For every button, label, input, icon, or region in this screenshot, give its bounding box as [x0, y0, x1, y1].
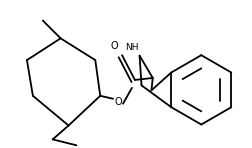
Text: O: O — [110, 41, 118, 51]
Text: O: O — [114, 97, 122, 107]
Text: NH: NH — [125, 43, 138, 52]
